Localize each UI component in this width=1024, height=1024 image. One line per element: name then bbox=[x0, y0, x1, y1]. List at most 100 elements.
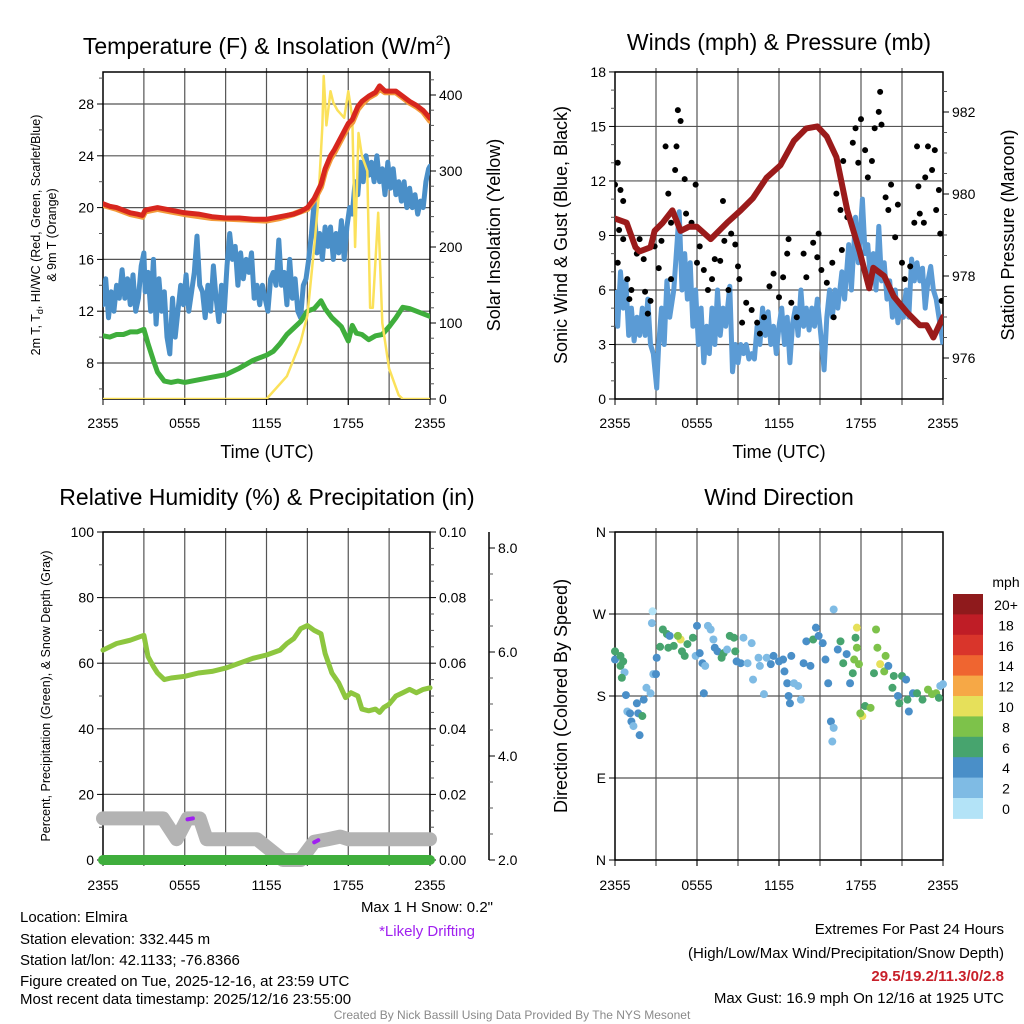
winds-y-tick-label: 18 bbox=[590, 64, 606, 80]
wind-direction-point bbox=[759, 690, 768, 699]
wind-direction-y-tick-label: N bbox=[596, 852, 606, 868]
winds-x-tick-label: 2355 bbox=[927, 415, 958, 431]
credit-text: Created By Nick Bassill Using Data Provi… bbox=[334, 1008, 691, 1022]
wind-direction-y-axis-label: Direction (Colored By Speed) bbox=[551, 579, 571, 813]
wind-direction-point bbox=[846, 679, 855, 688]
likely-drifting-text: *Likely Drifting bbox=[379, 923, 475, 940]
temperature-y-tick-label: 16 bbox=[78, 251, 94, 267]
wind-direction-point bbox=[639, 695, 648, 704]
gust-point bbox=[647, 297, 654, 304]
wind-direction-point bbox=[794, 681, 803, 690]
wind-direction-point bbox=[754, 653, 763, 662]
wind-direction-point bbox=[818, 639, 827, 648]
temperature-x-tick-label: 2355 bbox=[414, 415, 445, 431]
wind-direction-point bbox=[755, 661, 764, 670]
wind-direction-point bbox=[632, 699, 641, 708]
humidity-y-tick-label: 40 bbox=[78, 721, 94, 737]
wind-direction-point bbox=[739, 633, 748, 642]
wind-direction-point bbox=[683, 640, 692, 649]
wind-direction-point bbox=[762, 653, 771, 662]
gust-point bbox=[840, 157, 847, 164]
gust-point bbox=[748, 306, 755, 313]
speed-legend-swatch bbox=[953, 757, 983, 779]
wind-direction-point bbox=[635, 731, 644, 740]
wind-direction-point bbox=[842, 650, 851, 659]
temperature-chart-title: Temperature (F) & Insolation (W/m2) bbox=[83, 32, 451, 59]
wind-direction-point bbox=[629, 722, 638, 731]
gust-point bbox=[668, 276, 675, 283]
station-latlon: Station lat/lon: 42.1133; -76.8366 bbox=[20, 952, 240, 969]
wind-direction-point bbox=[647, 619, 656, 628]
winds-x-tick-label: 1755 bbox=[845, 415, 876, 431]
gust-point bbox=[877, 88, 884, 95]
temperature-series-layer bbox=[103, 74, 430, 399]
gust-point bbox=[901, 276, 908, 283]
pressure-y-right-tick-label: 976 bbox=[952, 350, 976, 366]
gust-point bbox=[875, 108, 882, 115]
wind-direction-point bbox=[626, 709, 635, 718]
wind-direction-point bbox=[866, 703, 875, 712]
wind-direction-point bbox=[934, 693, 943, 702]
gust-point bbox=[823, 279, 830, 286]
gust-point bbox=[673, 143, 680, 150]
speed-legend-swatch bbox=[953, 777, 983, 799]
temperature-plot: 2355 0555 1155 1755 2355 8 12 16 20 24 28 0 100 200 30… bbox=[78, 68, 463, 431]
gust-point bbox=[793, 314, 800, 321]
wind-direction-point bbox=[904, 707, 913, 716]
temperature-y-tick-label: 12 bbox=[78, 303, 94, 319]
winds-y-tick-label: 9 bbox=[598, 227, 606, 243]
wind-direction-point bbox=[693, 621, 701, 630]
insolation-y-right-tick-label: 300 bbox=[439, 163, 463, 179]
series-hi-wc-line bbox=[103, 153, 430, 357]
gust-point bbox=[935, 187, 942, 194]
gust-point bbox=[736, 276, 743, 283]
gust-point bbox=[711, 256, 718, 263]
gust-point bbox=[914, 143, 921, 150]
winds-y-tick-label: 15 bbox=[590, 118, 606, 134]
gust-point bbox=[681, 176, 688, 183]
max-snow-text: Max 1 H Snow: 0.2" bbox=[361, 899, 493, 916]
gust-point bbox=[620, 197, 627, 204]
wind-direction-point bbox=[821, 655, 830, 664]
humidity-y-axis-label: Percent, Precipitation (Green), & Snow D… bbox=[39, 550, 53, 841]
speed-legend-label: 18 bbox=[998, 617, 1014, 633]
wind-direction-point bbox=[713, 647, 722, 656]
winds-plot: 2355 0555 1155 1755 2355 0 3 6 9 12 15 18 976 978 980 9… bbox=[590, 64, 975, 431]
series-likely-drifting-segment bbox=[312, 838, 321, 845]
speed-legend-label: 4 bbox=[1002, 760, 1010, 776]
gust-point bbox=[642, 288, 649, 295]
speed-legend-label: 2 bbox=[1002, 781, 1010, 797]
temperature-y-axis-label: 2m T, Td, HI/WC (Red, Green, Scarlet/Blu… bbox=[29, 115, 45, 356]
wind-direction-point bbox=[769, 651, 778, 660]
wind-direction-y-tick-label: W bbox=[593, 606, 607, 622]
wind-direction-point bbox=[913, 689, 922, 698]
gust-point bbox=[868, 157, 875, 164]
wind-direction-point bbox=[902, 675, 911, 684]
max-gust-text: Max Gust: 16.9 mph On 12/16 at 1925 UTC bbox=[714, 990, 1004, 1007]
snow-y-tick-label: 8.0 bbox=[498, 540, 518, 556]
gust-point bbox=[815, 230, 822, 237]
wind-direction-point bbox=[652, 653, 661, 662]
insolation-y-right-tick-label: 400 bbox=[439, 87, 463, 103]
wind-direction-point bbox=[903, 695, 912, 704]
wind-direction-point bbox=[895, 699, 904, 708]
wind-direction-point bbox=[811, 623, 820, 632]
wind-direction-point bbox=[848, 669, 857, 678]
gust-point bbox=[894, 201, 901, 208]
winds-x-axis-label: Time (UTC) bbox=[732, 442, 825, 462]
gust-point bbox=[922, 174, 929, 181]
wind-direction-y-tick-label: N bbox=[596, 524, 606, 540]
temperature-y-axis-label-line2: & 9m T (Orange) bbox=[45, 188, 59, 281]
wind-direction-point bbox=[836, 637, 845, 646]
gust-point bbox=[615, 259, 621, 266]
gust-point bbox=[615, 159, 621, 166]
wind-direction-point bbox=[706, 625, 715, 634]
pressure-y-right-tick-label: 980 bbox=[952, 186, 976, 202]
wind-direction-point bbox=[873, 643, 882, 652]
wind-direction-x-tick-label: 2355 bbox=[927, 877, 958, 893]
wind-direction-point bbox=[731, 647, 740, 656]
gust-point bbox=[640, 256, 647, 263]
wind-direction-point bbox=[884, 661, 893, 670]
gust-point bbox=[719, 197, 726, 204]
gust-point bbox=[838, 247, 845, 254]
